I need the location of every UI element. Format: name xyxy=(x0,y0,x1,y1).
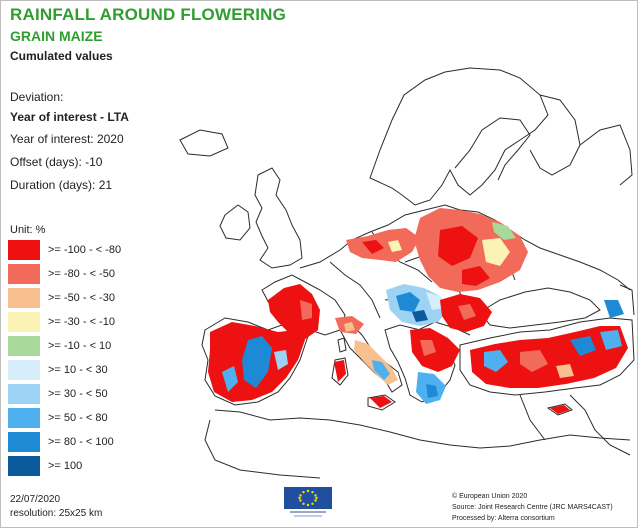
legend-label: >= -80 - < -50 xyxy=(48,268,115,280)
legend-label: >= -10 - < 10 xyxy=(48,340,112,352)
map-date: 22/07/2020 xyxy=(10,494,61,505)
legend-label: >= -100 - < -80 xyxy=(48,244,122,256)
legend-item: >= -50 - < -30 xyxy=(8,288,168,310)
legend-item: >= 80 - < 100 xyxy=(8,432,168,454)
map-resolution: resolution: 25x25 km xyxy=(10,508,103,519)
duration-days: Duration (days): 21 xyxy=(10,178,113,192)
legend-item: >= 100 xyxy=(8,456,168,478)
legend-swatch xyxy=(8,240,40,260)
country-borders xyxy=(179,67,635,479)
legend-swatch xyxy=(8,312,40,332)
legend-swatch xyxy=(8,456,40,476)
legend-item: >= 50 - < 80 xyxy=(8,408,168,430)
legend-item: >= -100 - < -80 xyxy=(8,240,168,262)
legend-item: >= -10 - < 10 xyxy=(8,336,168,358)
offset-days: Offset (days): -10 xyxy=(10,155,103,169)
legend-item: >= -30 - < -10 xyxy=(8,312,168,334)
legend-label: >= 100 xyxy=(48,460,83,472)
map-subtitle-2: Cumulated values xyxy=(10,49,113,63)
legend-swatch xyxy=(8,264,40,284)
year-of-interest: Year of interest: 2020 xyxy=(10,132,124,146)
map-subtitle: GRAIN MAIZE xyxy=(10,28,103,44)
legend-unit: Unit: % xyxy=(10,224,46,236)
legend-swatch xyxy=(8,288,40,308)
legend-swatch xyxy=(8,432,40,452)
deviation-label: Deviation: xyxy=(10,90,64,104)
legend-item: >= 10 - < 30 xyxy=(8,360,168,382)
legend-swatch xyxy=(8,384,40,404)
legend-item: >= -80 - < -50 xyxy=(8,264,168,286)
map-title: RAINFALL AROUND FLOWERING xyxy=(10,5,287,24)
eu-flag-logo xyxy=(284,487,332,517)
legend-swatch xyxy=(8,360,40,380)
legend-swatch xyxy=(8,336,40,356)
legend-label: >= -50 - < -30 xyxy=(48,292,115,304)
legend-label: >= 30 - < 50 xyxy=(48,388,108,400)
deviation-type: Year of interest - LTA xyxy=(10,110,129,124)
rainfall-deviation-layer xyxy=(208,208,628,414)
legend-label: >= 10 - < 30 xyxy=(48,364,108,376)
credit-copyright: © European Union 2020 xyxy=(452,493,528,500)
legend-swatch xyxy=(8,408,40,428)
legend-label: >= 80 - < 100 xyxy=(48,436,114,448)
credit-source: Source: Joint Research Centre (JRC MARS4… xyxy=(452,504,613,511)
legend-item: >= 30 - < 50 xyxy=(8,384,168,406)
legend-label: >= -30 - < -10 xyxy=(48,316,115,328)
credit-processed: Processed by: Alterra consortium xyxy=(452,515,555,522)
legend-label: >= 50 - < 80 xyxy=(48,412,108,424)
